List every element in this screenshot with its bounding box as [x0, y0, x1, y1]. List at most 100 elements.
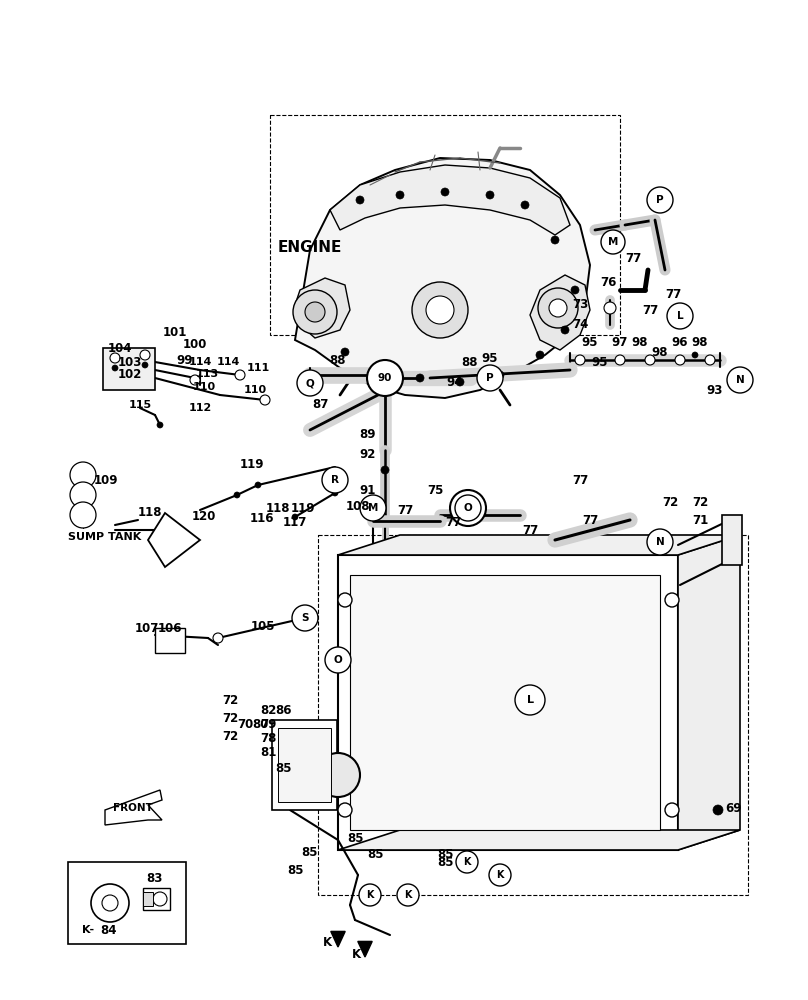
Text: 119: 119 [240, 458, 264, 472]
Text: 76: 76 [600, 276, 617, 290]
Circle shape [356, 196, 364, 204]
Polygon shape [330, 165, 570, 235]
Circle shape [140, 350, 150, 360]
Text: 114: 114 [217, 357, 240, 367]
Circle shape [376, 364, 384, 372]
Text: 98: 98 [652, 346, 668, 359]
Text: 93: 93 [707, 383, 723, 396]
Circle shape [647, 529, 673, 555]
Circle shape [70, 462, 96, 488]
Circle shape [426, 296, 454, 324]
Bar [338, 555, 678, 850]
Text: 95: 95 [482, 352, 499, 364]
Text: 109: 109 [94, 474, 118, 487]
Text: 85: 85 [287, 863, 303, 876]
Bar [68, 862, 186, 944]
Circle shape [521, 201, 529, 209]
Circle shape [234, 492, 240, 498]
Text: 85: 85 [301, 846, 318, 859]
Polygon shape [358, 941, 372, 957]
Text: 91: 91 [360, 484, 377, 496]
Text: 85: 85 [275, 762, 291, 774]
Circle shape [153, 892, 167, 906]
Text: 105: 105 [250, 619, 276, 633]
Text: 95: 95 [591, 356, 608, 368]
Text: N: N [735, 375, 744, 385]
Text: 77: 77 [397, 504, 413, 516]
Text: 115: 115 [128, 400, 152, 410]
Circle shape [213, 633, 223, 643]
Text: 111: 111 [246, 363, 270, 373]
Text: K: K [404, 890, 412, 900]
Text: M: M [368, 503, 378, 513]
Text: 101: 101 [163, 326, 187, 338]
Text: 116: 116 [250, 512, 274, 524]
Text: 77: 77 [572, 474, 588, 487]
Text: 99: 99 [177, 354, 193, 366]
Text: 98: 98 [632, 336, 648, 349]
Text: 81: 81 [260, 746, 276, 760]
Text: S: S [301, 613, 309, 623]
Text: 98: 98 [692, 336, 709, 349]
Circle shape [538, 288, 578, 328]
Circle shape [338, 593, 352, 607]
Polygon shape [338, 830, 740, 850]
Text: 86: 86 [275, 704, 291, 716]
Text: 88: 88 [330, 354, 347, 366]
Text: FRONT: FRONT [113, 803, 153, 813]
Text: M: M [608, 237, 618, 247]
Text: P: P [486, 373, 494, 383]
Circle shape [601, 230, 625, 254]
Text: 70: 70 [237, 718, 253, 732]
Circle shape [305, 302, 325, 322]
Circle shape [260, 395, 270, 405]
Bar [143, 892, 153, 906]
Text: 102: 102 [118, 368, 142, 381]
Circle shape [667, 303, 693, 329]
Text: 85: 85 [437, 856, 453, 868]
Text: 118: 118 [137, 506, 162, 520]
Circle shape [665, 803, 679, 817]
Text: R: R [331, 475, 339, 485]
Circle shape [486, 191, 494, 199]
Text: 92: 92 [360, 448, 377, 462]
Text: 114: 114 [188, 357, 212, 367]
Text: N: N [655, 537, 664, 547]
Circle shape [571, 286, 579, 294]
Text: 72: 72 [662, 496, 678, 510]
Circle shape [292, 605, 318, 631]
Text: 77: 77 [522, 524, 538, 536]
Circle shape [647, 187, 673, 213]
Text: 107: 107 [135, 621, 159, 635]
Text: 110: 110 [243, 385, 267, 395]
Circle shape [456, 851, 478, 873]
Text: 79: 79 [260, 718, 276, 732]
Circle shape [367, 360, 403, 396]
Text: 118: 118 [266, 502, 290, 514]
Text: 80: 80 [252, 718, 268, 732]
Circle shape [416, 374, 424, 382]
Text: O: O [334, 655, 343, 665]
Circle shape [412, 282, 468, 338]
Circle shape [322, 467, 348, 493]
Circle shape [110, 353, 120, 363]
Text: 108: 108 [346, 500, 370, 514]
Text: 84: 84 [100, 924, 116, 936]
Text: 97: 97 [612, 336, 628, 349]
Text: 77: 77 [642, 304, 659, 316]
Bar [318, 535, 748, 895]
Text: 72: 72 [222, 712, 238, 724]
Circle shape [255, 482, 261, 488]
Text: 104: 104 [108, 342, 133, 355]
Polygon shape [105, 790, 162, 825]
Text: ENGINE: ENGINE [278, 240, 343, 255]
Circle shape [360, 495, 386, 521]
Circle shape [359, 884, 381, 906]
Text: SUMP TANK: SUMP TANK [68, 532, 141, 542]
Text: 87: 87 [312, 398, 328, 412]
Circle shape [713, 805, 723, 815]
Circle shape [292, 514, 298, 520]
Circle shape [396, 191, 404, 199]
Polygon shape [330, 931, 345, 947]
Text: 82: 82 [260, 704, 276, 716]
